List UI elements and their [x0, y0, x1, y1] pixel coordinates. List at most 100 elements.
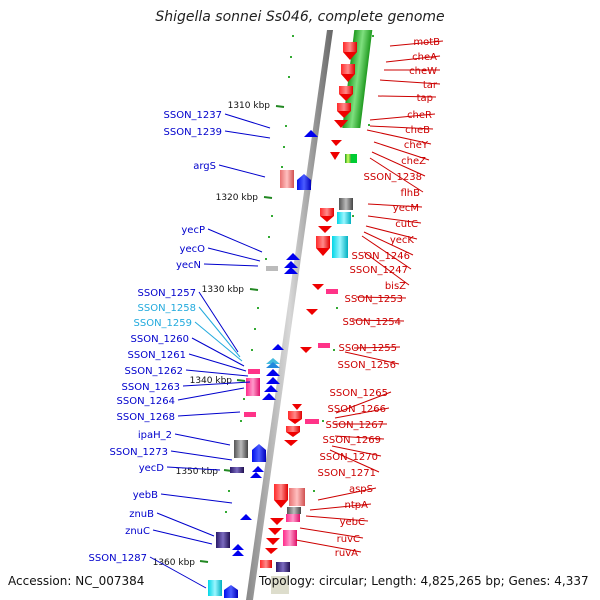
leader-line	[363, 251, 410, 286]
gene-label: tap	[417, 93, 433, 104]
gene-label: SSON_1237	[164, 110, 223, 121]
leader-line	[160, 493, 233, 504]
leader-line	[334, 435, 385, 440]
leader-line	[373, 141, 430, 161]
gene-label: yecO	[180, 244, 206, 255]
ruler-label: 1340 kbp	[190, 376, 233, 386]
gene-label: motB	[413, 37, 440, 48]
left-gene-labels: SSON_1237 SSON_1239 argS yecP yecO yecN SSON_1…	[89, 110, 223, 564]
gene-label: SSON_1268	[117, 412, 176, 423]
leader-line	[367, 215, 422, 224]
leader-line	[191, 337, 245, 367]
gene-label: SSON_1269	[323, 435, 382, 446]
gene-label: ruvC	[337, 534, 360, 545]
leader-line	[377, 95, 437, 98]
gene-label: SSON_1253	[345, 294, 404, 305]
leader-line	[331, 445, 382, 457]
gene-label: SSON_1273	[110, 447, 169, 458]
leader-line	[305, 515, 369, 522]
gene-label: znuC	[125, 526, 150, 537]
leader-line	[185, 369, 249, 377]
gene-label: yebB	[133, 490, 158, 501]
leader-line	[366, 129, 432, 145]
leader-line	[389, 40, 444, 47]
gene-label: cheB	[405, 125, 430, 136]
leader-line	[224, 130, 271, 139]
gene-label: cheW	[409, 66, 437, 77]
gene-label: znuB	[129, 509, 154, 520]
leader-line	[355, 296, 407, 299]
gene-label: SSON_1267	[326, 420, 385, 431]
gene-label: SSON_1266	[328, 404, 387, 415]
gene-label: SSON_1271	[318, 468, 377, 479]
leader-line	[369, 157, 424, 193]
gene-label: cheR	[407, 110, 432, 121]
leader-line	[385, 55, 441, 63]
gene-label: yecN	[176, 260, 201, 271]
gene-label: yecK	[390, 235, 415, 246]
gene-label: SSON_1256	[338, 360, 397, 371]
leader-line	[224, 113, 271, 129]
gene-label: ruvA	[335, 548, 358, 559]
ruler-label: 1330 kbp	[202, 285, 245, 295]
leader-line	[170, 450, 233, 461]
label-leader-lines	[149, 40, 444, 589]
leader-line	[166, 466, 221, 471]
leader-line	[351, 319, 405, 322]
leader-line	[309, 503, 372, 511]
gene-label: SSON_1270	[320, 452, 379, 463]
leader-line	[188, 353, 247, 372]
gene-label: SSON_1258	[138, 303, 197, 314]
leader-line	[174, 433, 231, 446]
leader-line	[371, 151, 426, 177]
leader-line	[329, 449, 380, 473]
leader-line	[207, 228, 263, 253]
leader-line	[317, 487, 377, 501]
gene-arrows-right-strand	[260, 42, 357, 594]
topology-text: Topology: circular; Length: 4,825,265 bp…	[259, 574, 589, 588]
leader-line	[177, 411, 241, 417]
leader-line	[365, 225, 418, 240]
gene-label: ntpA	[345, 500, 369, 511]
gene-label: cheY	[404, 140, 429, 151]
gene-label: SSON_1255	[339, 343, 398, 354]
leader-line	[198, 291, 239, 353]
gene-label: yebC	[340, 517, 365, 528]
ruler-label: 1320 kbp	[216, 193, 259, 203]
leader-line	[363, 231, 414, 256]
gene-label: bisZ	[385, 281, 406, 292]
gene-label: SSON_1263	[122, 382, 181, 393]
gene-label: yecD	[139, 463, 165, 474]
accession-text: Accession: NC_007384	[8, 574, 145, 588]
gene-label: SSON_1246	[352, 251, 411, 262]
gene-label: SSON_1262	[125, 366, 184, 377]
leader-line	[149, 556, 207, 589]
leader-line	[177, 387, 245, 401]
leader-line	[369, 125, 434, 130]
leader-line	[379, 79, 441, 85]
gene-label: SSON_1264	[117, 396, 176, 407]
leader-line	[353, 346, 401, 349]
gene-label: SSON_1261	[128, 350, 187, 361]
gene-label: argS	[193, 161, 216, 172]
gene-label: SSON_1259	[134, 318, 193, 329]
map-title: Shigella sonnei Ss046, complete genome	[155, 9, 445, 25]
leader-line	[152, 529, 213, 545]
leader-line	[198, 306, 241, 358]
leader-line	[182, 381, 251, 387]
gene-arrows-left-strand	[208, 130, 318, 598]
ruler-ticks: 1310 kbp 1320 kbp 1330 kbp 1340 kbp 1350…	[153, 101, 285, 568]
gene-label: tar	[423, 80, 438, 91]
gene-label: SSON_1287	[89, 553, 148, 564]
gene-label: SSON_1265	[330, 388, 389, 399]
leader-line	[334, 407, 390, 419]
ruler-label: 1310 kbp	[228, 101, 271, 111]
ruler-label: 1360 kbp	[153, 558, 196, 568]
gene-label: cutC	[395, 219, 418, 230]
right-gene-labels: motB cheA cheW tar tap cheR cheB cheY cheZ SSON_1…	[318, 37, 441, 559]
gene-label: ipaH_2	[138, 430, 172, 441]
gene-label: SSON_1257	[138, 288, 197, 299]
gene-label: cheA	[412, 52, 437, 63]
leader-line	[295, 539, 362, 553]
